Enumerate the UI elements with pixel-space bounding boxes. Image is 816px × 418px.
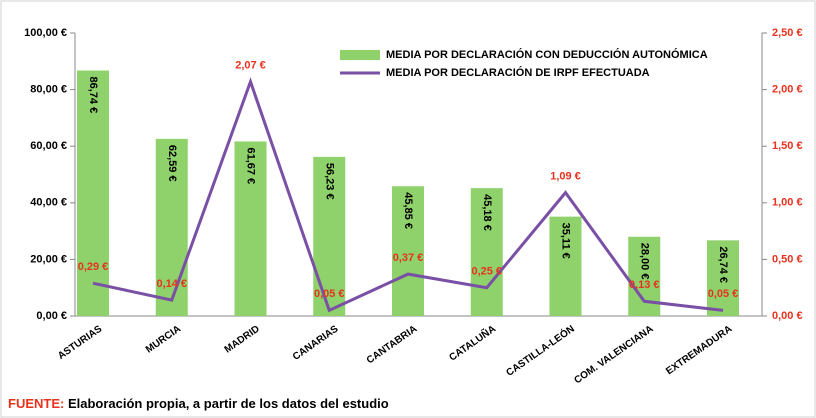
- y-tick-label: 80,00 €: [30, 84, 67, 96]
- y-tick-label: 100,00 €: [24, 27, 67, 39]
- legend-label: MEDIA POR DECLARACIÓN CON DEDUCCIÓN AUTO…: [386, 48, 708, 61]
- line-value-label: 1,09 €: [550, 171, 581, 183]
- x-tick-label: MURCIA: [144, 324, 183, 356]
- y2-tick-label: 2,50 €: [772, 27, 803, 39]
- line-value-label: 0,29 €: [78, 261, 109, 273]
- bar: [234, 141, 267, 316]
- line-value-label: 0,25 €: [471, 266, 502, 278]
- bar-value-label: 62,59 €: [166, 145, 178, 182]
- x-tick-label: ASTURIAS: [56, 323, 104, 362]
- bar-value-label: 45,85 €: [402, 192, 414, 229]
- bar: [77, 70, 109, 316]
- y2-tick-label: 2,00 €: [772, 84, 803, 96]
- y-tick-label: 20,00 €: [30, 253, 67, 265]
- y2-tick-label: 1,00 €: [772, 197, 803, 209]
- bar-value-label: 61,67 €: [245, 147, 257, 184]
- line-value-label: 0,05 €: [314, 288, 345, 300]
- bar-value-label: 56,23 €: [323, 163, 335, 200]
- y2-tick-label: 0,00 €: [772, 310, 803, 322]
- line-value-label: 2,07 €: [235, 60, 266, 72]
- source-label: FUENTE:: [8, 396, 64, 411]
- x-tick-label: CASTILLA-LEÓN: [503, 322, 576, 379]
- y-tick-label: 60,00 €: [30, 140, 67, 152]
- x-tick-label: CATALUÑA: [446, 322, 498, 364]
- legend-swatch: [340, 50, 380, 60]
- legend-label: MEDIA POR DECLARACIÓN DE IRPF EFECTUADA: [386, 66, 650, 79]
- bar: [313, 156, 346, 316]
- bar: [155, 138, 188, 316]
- y2-tick-label: 0,50 €: [772, 253, 803, 265]
- bar-value-label: 45,18 €: [481, 194, 493, 231]
- bar-value-label: 35,11 €: [560, 223, 572, 259]
- x-tick-label: EXTREMADURA: [664, 324, 734, 378]
- source-note: FUENTE: Elaboración propia, a partir de …: [8, 396, 389, 411]
- x-tick-label: CANTABRIA: [365, 324, 419, 367]
- line-value-label: 0,37 €: [393, 252, 424, 264]
- bar: [707, 240, 739, 316]
- line-value-label: 0,05 €: [708, 288, 739, 300]
- bar: [470, 188, 503, 316]
- bar: [549, 216, 582, 316]
- y-tick-label: 0,00 €: [36, 310, 67, 322]
- line-value-label: 0,14 €: [156, 278, 187, 290]
- source-text: Elaboración propia, a partir de los dato…: [68, 396, 389, 411]
- bar: [392, 186, 424, 316]
- x-tick-label: COM. VALENCIANA: [572, 324, 655, 387]
- line: [92, 77, 724, 313]
- x-tick-label: CANARIAS: [291, 323, 341, 362]
- x-tick-label: MADRID: [223, 324, 262, 356]
- bar-value-label: 28,00 €: [638, 243, 650, 280]
- bar-value-label: 86,74 €: [87, 77, 99, 114]
- line-value-label: 0,13 €: [629, 279, 660, 291]
- y-tick-label: 40,00 €: [30, 197, 67, 209]
- bar-value-label: 26,74 €: [717, 246, 729, 283]
- y2-tick-label: 1,50 €: [772, 140, 803, 152]
